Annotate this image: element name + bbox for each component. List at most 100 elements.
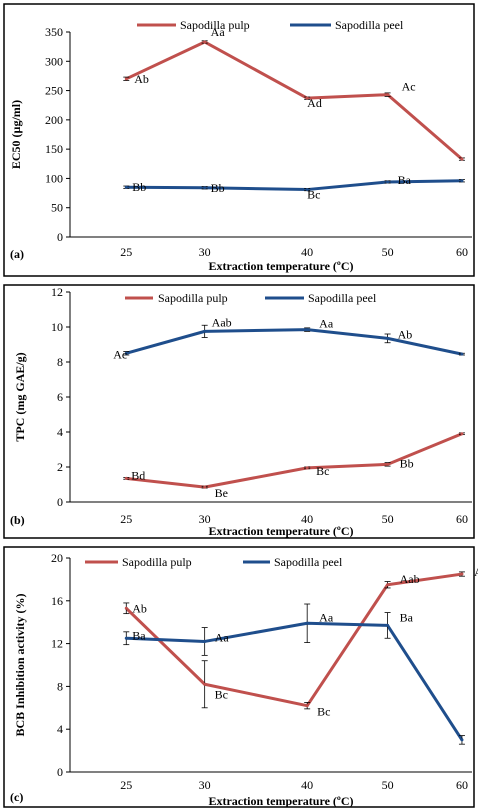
legend-label-peel: Sapodilla peel <box>274 555 343 569</box>
x-tick-label: 60 <box>456 245 468 259</box>
data-label-pulp: Bb <box>400 456 414 470</box>
y-tick-label: 350 <box>45 25 63 39</box>
y-tick-label: 0 <box>57 230 63 244</box>
data-point-pulp <box>460 157 464 161</box>
y-tick-label: 200 <box>45 113 63 127</box>
y-tick-label: 0 <box>57 495 63 509</box>
y-tick-label: 4 <box>57 425 63 439</box>
y-tick-label: 16 <box>51 594 63 608</box>
panel-label: (c) <box>10 790 23 804</box>
y-tick-label: 12 <box>51 285 63 299</box>
legend-label-peel: Sapodilla peel <box>335 18 404 32</box>
data-label-pulp: Ad <box>307 96 322 110</box>
data-point-peel <box>203 639 207 643</box>
data-label-peel: Bb <box>132 180 146 194</box>
legend-label-pulp: Sapodilla pulp <box>122 555 192 569</box>
x-tick-label: 60 <box>456 512 468 526</box>
data-point-peel <box>460 738 464 742</box>
data-point-pulp <box>203 485 207 489</box>
data-point-peel <box>203 186 207 190</box>
legend-label-peel: Sapodilla peel <box>308 291 377 305</box>
y-tick-label: 12 <box>51 637 63 651</box>
y-axis-label: TPC (mg GAE/g) <box>13 352 27 441</box>
data-label-peel: Aa <box>319 317 334 331</box>
data-label-peel: Bc <box>307 188 320 202</box>
x-tick-label: 30 <box>199 245 211 259</box>
x-tick-label: 60 <box>456 778 468 792</box>
data-point-peel <box>305 328 309 332</box>
data-point-peel <box>124 351 128 355</box>
data-point-pulp <box>386 462 390 466</box>
panel-border <box>3 284 475 539</box>
data-label-peel: Ba <box>400 610 414 624</box>
series-line-pulp <box>125 40 463 161</box>
chart-panel-c: 0 4 8 12 16 20 25 30 40 50 60 Extraction temperatur… <box>3 546 478 808</box>
x-tick-label: 25 <box>120 778 132 792</box>
data-point-pulp <box>305 96 309 100</box>
y-tick-label: 250 <box>45 84 63 98</box>
data-label-pulp: Be <box>215 486 228 500</box>
data-point-pulp <box>305 466 309 470</box>
y-tick-label: 100 <box>45 171 63 185</box>
data-label-pulp: Ab <box>134 72 149 86</box>
data-point-peel <box>386 180 390 184</box>
data-label-peel: Ab <box>398 327 413 341</box>
x-tick-label: 50 <box>382 778 394 792</box>
data-label-peel: Aa <box>319 610 334 624</box>
data-point-pulp <box>305 704 309 708</box>
data-label-peel: Ba <box>398 173 412 187</box>
x-tick-label: 40 <box>301 512 313 526</box>
panel-border <box>3 3 475 277</box>
data-label-peel: Ac <box>113 347 127 361</box>
data-label-pulp: Bc <box>215 687 228 701</box>
data-label-peel: Bb <box>211 181 225 195</box>
chart-panel-b: 0 2 4 6 8 10 12 25 30 40 50 60 Extraction temperatur… <box>3 284 478 539</box>
panel-label: (a) <box>10 247 24 261</box>
data-point-peel <box>386 623 390 627</box>
legend-label-pulp: Sapodilla pulp <box>180 18 250 32</box>
x-axis-label: Extraction temperature (ºC) <box>208 794 353 808</box>
series-line-peel <box>126 621 464 741</box>
legend-label-pulp: Sapodilla pulp <box>158 291 228 305</box>
data-point-peel <box>124 185 128 189</box>
x-axis-label: Extraction temperature (ºC) <box>208 259 353 273</box>
y-tick-label: 10 <box>51 320 63 334</box>
data-label-pulp: Aa <box>211 25 226 39</box>
data-point-peel <box>460 352 464 356</box>
data-point-peel <box>305 621 309 625</box>
x-tick-label: 40 <box>301 778 313 792</box>
data-point-pulp <box>386 583 390 587</box>
data-label-pulp: Bc <box>317 705 330 719</box>
data-label-peel: Ba <box>132 628 146 642</box>
data-point-peel <box>460 179 464 183</box>
x-tick-label: 25 <box>120 245 132 259</box>
data-label-pulp: Ac <box>402 80 416 94</box>
data-point-pulp <box>203 40 207 44</box>
y-tick-label: 8 <box>57 355 63 369</box>
y-tick-label: 150 <box>45 142 63 156</box>
y-tick-label: 2 <box>57 460 63 474</box>
chart-panel-a: 0 50 100 150 200 250 300 350 25 30 40 50 60 Extractio… <box>3 3 478 277</box>
x-tick-label: 50 <box>382 512 394 526</box>
series-line-peel <box>126 179 462 192</box>
data-point-peel <box>386 336 390 340</box>
data-label-pulp: Bd <box>131 468 145 482</box>
x-tick-label: 40 <box>301 245 313 259</box>
y-tick-label: 20 <box>51 551 63 565</box>
y-tick-label: 4 <box>57 722 63 736</box>
x-tick-label: 30 <box>199 512 211 526</box>
y-tick-label: 6 <box>57 390 63 404</box>
x-tick-label: 25 <box>120 512 132 526</box>
x-tick-label: 50 <box>382 245 394 259</box>
data-label-pulp: Bc <box>316 464 329 478</box>
data-point-pulp <box>124 77 128 81</box>
y-tick-label: 300 <box>45 54 63 68</box>
data-point-pulp <box>124 606 128 610</box>
data-point-pulp <box>460 572 464 576</box>
data-point-pulp <box>460 432 464 436</box>
data-label-peel: Aab <box>212 315 232 329</box>
data-label-pulp: Aab <box>400 572 420 586</box>
y-tick-label: 0 <box>57 765 63 779</box>
y-axis-label: BCB Inhibition activity (%) <box>13 593 27 736</box>
y-tick-label: 50 <box>51 201 63 215</box>
